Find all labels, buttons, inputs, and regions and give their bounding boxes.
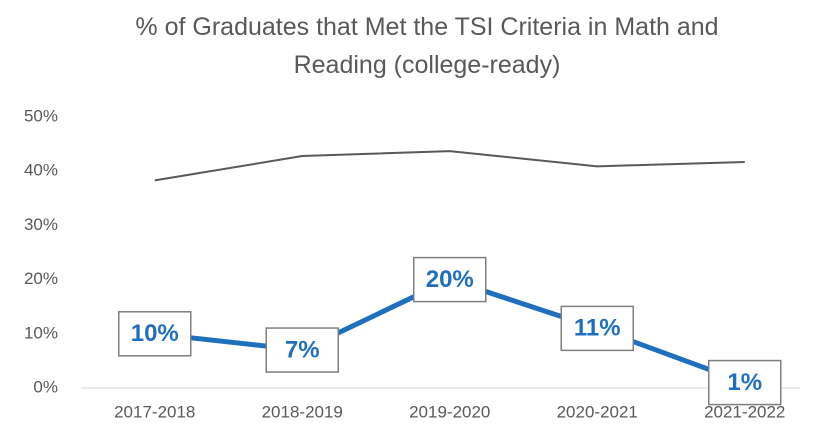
data-label: 10% (131, 320, 179, 347)
data-label: 7% (285, 336, 320, 363)
y-tick-label: 0% (33, 377, 58, 396)
y-tick-label: 20% (24, 269, 58, 288)
y-tick-label: 10% (24, 323, 58, 342)
data-label: 11% (574, 315, 621, 342)
data-label: 1% (727, 369, 762, 396)
x-tick-label: 2020-2021 (557, 402, 638, 421)
data-label-box (708, 359, 782, 406)
x-tick-label: 2021-2022 (704, 402, 785, 421)
chart-title: % of Graduates that Met the TSI Criteria… (135, 13, 719, 79)
y-tick-label: 50% (24, 106, 58, 125)
data-label: 20% (426, 266, 474, 293)
data-label-box (118, 311, 192, 357)
series-line (154, 150, 745, 182)
x-tick-label: 2017-2018 (114, 402, 195, 421)
y-tick-label: 30% (24, 215, 58, 234)
data-label-box (265, 327, 339, 373)
data-label-box (413, 256, 487, 303)
data-label-box (560, 305, 634, 352)
x-tick-label: 2019-2020 (409, 402, 490, 421)
y-tick-label: 40% (24, 161, 58, 180)
x-tick-label: 2018-2019 (262, 402, 343, 421)
